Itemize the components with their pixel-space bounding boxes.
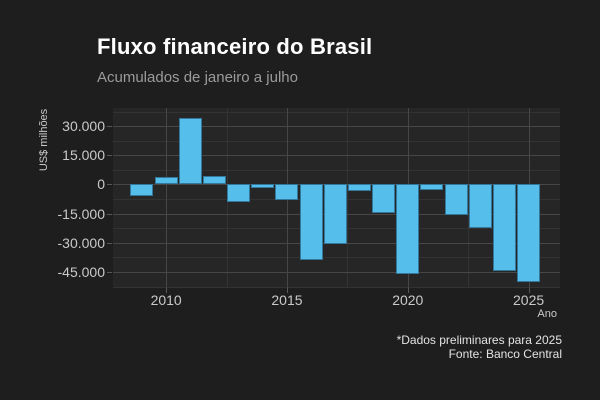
x-tick-label: 2010 [150, 292, 182, 308]
bar-2009 [130, 184, 154, 197]
bar-2017 [323, 184, 347, 244]
bar-2011 [178, 118, 202, 185]
bar-2021 [420, 184, 444, 191]
bar-2012 [202, 175, 226, 185]
gridline-minor-horizontal [113, 286, 560, 288]
y-tick-label: 15.000 [62, 147, 105, 164]
bar-2010 [154, 176, 178, 185]
bar-2022 [444, 184, 468, 215]
bar-2018 [347, 184, 371, 192]
caption-note: *Dados preliminares para 2025 [396, 333, 562, 347]
x-tick-mark [166, 288, 168, 293]
gridline-minor-horizontal [113, 140, 560, 142]
y-tick-label: -45.000 [57, 264, 105, 281]
chart-title: Fluxo financeiro do Brasil [97, 34, 373, 59]
y-axis-title: US$ milhões [38, 108, 50, 172]
gridline-minor-vertical [468, 108, 470, 288]
bar-2020 [396, 184, 420, 274]
gridline-minor-horizontal [113, 257, 560, 259]
gridline-major-horizontal [113, 155, 560, 157]
x-tick-label: 2015 [271, 292, 303, 308]
gridline-major-vertical [166, 108, 168, 288]
bar-2016 [299, 184, 323, 261]
y-tick-mark [107, 242, 112, 244]
y-tick-label: 0 [97, 176, 105, 193]
x-tick-mark [286, 288, 288, 293]
x-axis-title: Ano [537, 308, 557, 320]
y-tick-label: -30.000 [57, 234, 105, 251]
x-tick-mark [407, 288, 409, 293]
bar-2019 [372, 184, 396, 213]
bar-2015 [275, 184, 299, 201]
y-tick-mark [107, 213, 112, 215]
x-tick-label: 2020 [392, 292, 424, 308]
y-tick-label: 30.000 [62, 118, 105, 135]
y-tick-mark [107, 272, 112, 274]
bar-2013 [227, 184, 251, 202]
bar-2024 [492, 184, 516, 272]
x-tick-label: 2025 [513, 292, 545, 308]
chart-subtitle: Acumulados de janeiro a julho [97, 69, 298, 86]
gridline-minor-vertical [347, 108, 349, 288]
bar-2014 [251, 184, 275, 189]
bar-2025 [517, 184, 541, 282]
gridline-major-horizontal [113, 272, 560, 274]
plot-panel [113, 108, 560, 288]
y-tick-mark [107, 155, 112, 157]
y-tick-label: -15.000 [57, 205, 105, 222]
y-tick-mark [107, 126, 112, 128]
y-tick-mark [107, 184, 112, 186]
gridline-minor-horizontal [113, 169, 560, 171]
bar-2023 [468, 184, 492, 229]
x-tick-mark [528, 288, 530, 293]
gridline-minor-horizontal [113, 111, 560, 113]
caption-source: Fonte: Banco Central [448, 347, 562, 361]
gridline-major-horizontal [113, 126, 560, 128]
gridline-minor-vertical [226, 108, 228, 288]
